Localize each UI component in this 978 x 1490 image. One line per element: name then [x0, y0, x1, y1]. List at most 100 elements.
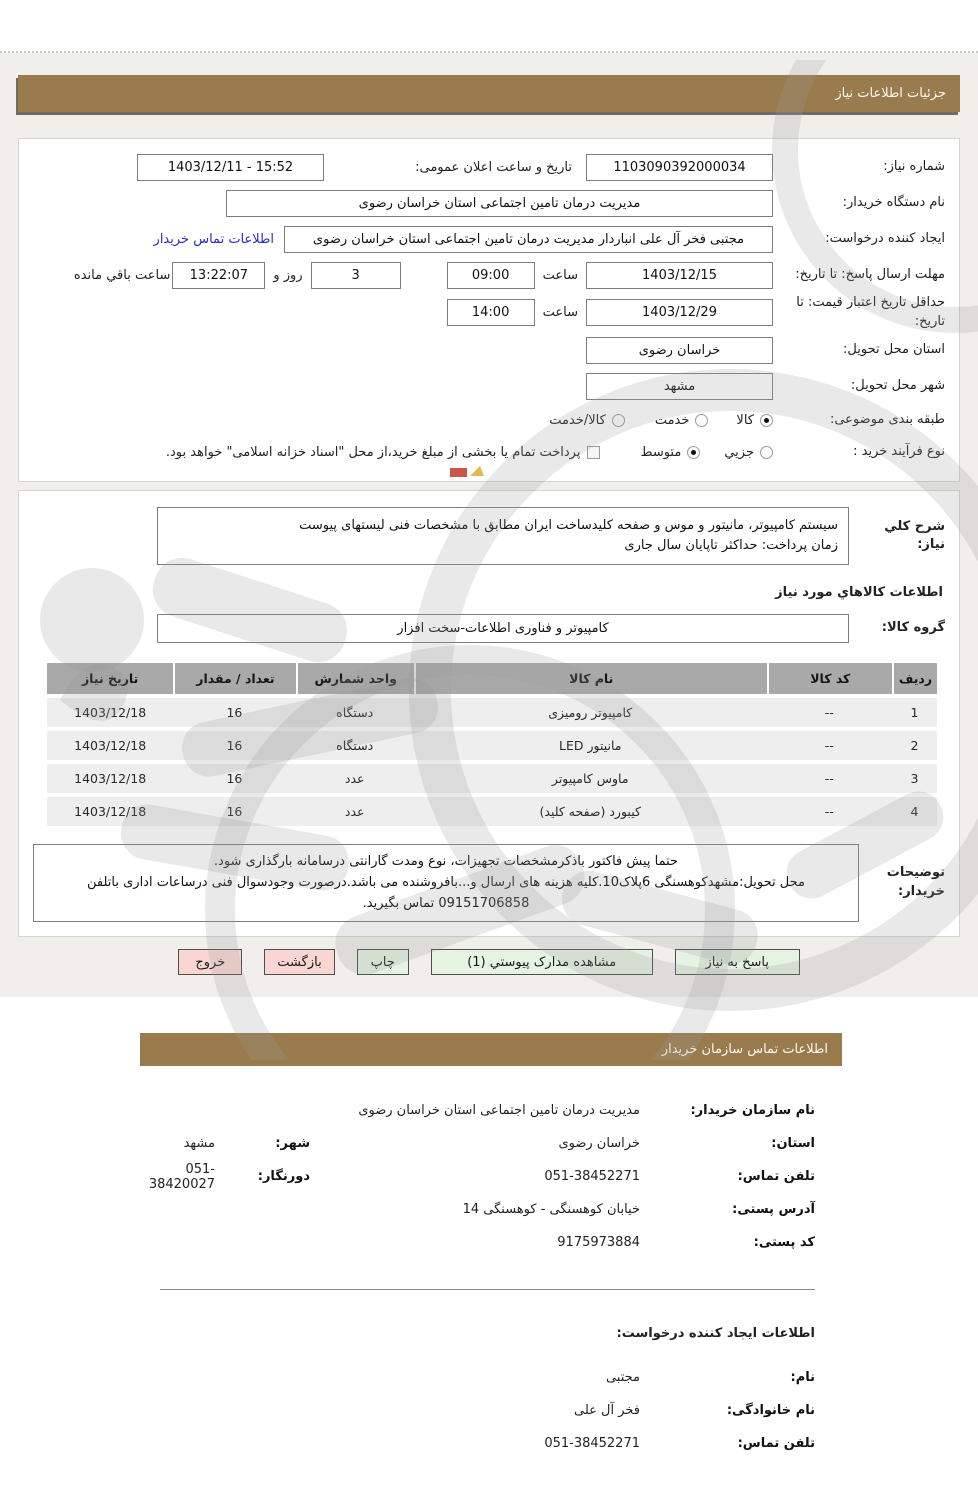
- creator-phone-value: 051-38452271: [544, 1436, 640, 1452]
- days-and-label: روز و: [273, 267, 303, 283]
- price-validity-time-field[interactable]: 14:00: [446, 299, 535, 327]
- back-button[interactable]: بازگشت: [264, 949, 335, 976]
- creator-first-name-value: مجتبی: [605, 1370, 640, 1386]
- col-header-name: نام کالا: [413, 662, 767, 694]
- item-group-field[interactable]: کامپیوتر و فناوری اطلاعات-سخت افزار: [157, 613, 849, 643]
- buyer-notes-line3: 09151706858 تماس بگیرید.: [362, 895, 530, 911]
- reply-deadline-time-field[interactable]: 09:00: [446, 261, 535, 289]
- top-spacer: [0, 0, 978, 53]
- radio-goods[interactable]: [760, 414, 773, 428]
- reply-to-need-button[interactable]: پاسخ به نیاز: [674, 949, 800, 976]
- cell-qty: 16: [173, 697, 296, 727]
- price-validity-label: حداقل تاریخ اعتبار قیمت: تا تاریخ:: [796, 295, 945, 329]
- items-table-header-row: ردیف کد کالا نام کالا واحد شمارش تعداد /…: [47, 662, 937, 694]
- org-province-value: خراسان رضوی: [558, 1136, 640, 1152]
- delivery-province-field[interactable]: خراسان رضوی: [586, 337, 773, 365]
- col-header-qty: تعداد / مقدار: [173, 662, 296, 694]
- cell-name: کیبورد (صفحه کلید): [413, 796, 767, 826]
- org-fax-label: دورنگار:: [257, 1169, 310, 1185]
- remaining-hours-label: ساعت باقي مانده: [73, 267, 171, 283]
- cell-name: کامپیوتر رومیزی: [413, 697, 767, 727]
- days-remaining-field[interactable]: 3: [310, 261, 401, 289]
- exit-button[interactable]: خروج: [178, 949, 243, 976]
- radio-goods-label: کالا: [736, 413, 754, 429]
- cell-name: مانیتور LED: [413, 730, 767, 760]
- treasury-checkbox-label: پرداخت تمام یا بخشی از مبلغ خرید،از محل …: [165, 445, 581, 461]
- need-number-field[interactable]: 1103090392000034: [586, 153, 773, 181]
- cell-code: --: [766, 796, 892, 826]
- announce-datetime-label: تاریخ و ساعت اعلان عمومی:: [415, 159, 572, 175]
- action-buttons-row: پاسخ به نیاز مشاهده مدارک پیوستي (1) چاپ…: [18, 949, 960, 976]
- org-postal-value: 9175973884: [557, 1235, 640, 1251]
- cell-unit: عدد: [295, 763, 414, 793]
- radio-medium[interactable]: [687, 446, 701, 460]
- table-row: 3 -- ماوس کامپیوتر عدد 16 1403/12/18: [47, 763, 937, 793]
- row-delivery-province: استان محل تحویل: خراسان رضوی: [29, 333, 949, 369]
- need-description-field[interactable]: سیستم کامپیوتر، مانیتور و موس و صفحه کلی…: [157, 506, 849, 565]
- row-org-province-city: استان: خراسان رضوی شهر: مشهد: [160, 1127, 815, 1160]
- creator-last-name-label: نام خانوادگی:: [726, 1403, 815, 1419]
- divider: [160, 1289, 815, 1291]
- col-header-code: کد کالا: [766, 662, 892, 694]
- price-validity-date-field[interactable]: 1403/12/29: [586, 299, 773, 327]
- radio-service-label: خدمت: [654, 413, 690, 429]
- radio-goods-service-label: کالا/خدمت: [549, 413, 606, 429]
- buyer-notes-field[interactable]: حتما پیش فاکتور باذکرمشخصات تجهیزات، نوع…: [33, 843, 859, 923]
- org-name-label: نام سازمان خریدار:: [690, 1103, 815, 1119]
- validity-hour-label: ساعت: [542, 305, 578, 321]
- print-button[interactable]: چاپ: [356, 949, 409, 976]
- creator-last-name-value: فخر آل علی: [574, 1403, 640, 1419]
- buyer-notes-line1: حتما پیش فاکتور باذکرمشخصات تجهیزات، نوع…: [213, 853, 679, 869]
- radio-minor[interactable]: [760, 446, 773, 460]
- table-row: 2 -- مانیتور LED دستگاه 16 1403/12/18: [47, 730, 937, 760]
- buyer-org-field[interactable]: مدیریت درمان تامین اجتماعی استان خراسان …: [226, 189, 773, 217]
- row-reply-deadline: مهلت ارسال پاسخ: تا تاریخ: 1403/12/15 سا…: [29, 257, 949, 293]
- radio-goods-service[interactable]: [611, 414, 625, 428]
- row-purchase-process: نوع فرآیند خرید : جزيي متوسط پرداخت تمام…: [29, 437, 949, 469]
- org-name-value: مدیریت درمان تامین اجتماعی استان خراسان …: [358, 1103, 640, 1119]
- section-title-org-contact: اطلاعات تماس سازمان خریدار: [140, 1033, 842, 1067]
- cell-unit: دستگاه: [295, 730, 414, 760]
- row-org-postal: کد پستی: 9175973884: [160, 1226, 815, 1259]
- radio-service[interactable]: [695, 414, 709, 428]
- table-row: 1 -- کامپیوتر رومیزی دستگاه 16 1403/12/1…: [47, 697, 937, 727]
- org-province-label: استان:: [771, 1136, 815, 1152]
- row-creator-last-name: نام خانوادگی: فخر آل علی: [160, 1394, 815, 1427]
- time-remaining-field[interactable]: 13:22:07: [172, 261, 266, 289]
- creator-info-heading: اطلاعات ایجاد کننده درخواست:: [616, 1326, 815, 1342]
- view-attachments-button[interactable]: مشاهده مدارک پیوستي (1): [430, 949, 653, 976]
- announce-datetime-field[interactable]: 1403/12/11 - 15:52: [137, 153, 324, 181]
- need-description-label: شرح کلي نیاز:: [884, 518, 945, 552]
- delivery-city-field[interactable]: مشهد: [586, 373, 773, 401]
- buyer-contact-link[interactable]: اطلاعات تماس خریدار: [153, 231, 274, 247]
- need-number-label: شماره نیاز:: [883, 158, 945, 174]
- treasury-checkbox[interactable]: [587, 446, 601, 460]
- org-city-label: شهر:: [275, 1136, 310, 1152]
- buyer-notes-line2: محل تحویل:مشهدکوهسنگی 6پلاک10.کلیه هزینه…: [87, 874, 805, 890]
- cell-unit: عدد: [295, 796, 414, 826]
- radio-minor-label: جزيي: [724, 445, 754, 461]
- buyer-org-label: نام دستگاه خریدار:: [842, 194, 945, 210]
- need-description-line2: زمان پرداخت: حداکثر تاپایان سال جاری: [624, 537, 838, 553]
- row-creator-first-name: نام: مجتبی: [160, 1361, 815, 1394]
- cell-code: --: [766, 730, 892, 760]
- cell-qty: 16: [173, 730, 296, 760]
- delivery-province-label: استان محل تحویل:: [843, 342, 945, 358]
- item-group-label: گروه کالا:: [881, 620, 945, 636]
- reply-deadline-date-field[interactable]: 1403/12/15: [586, 261, 773, 289]
- cell-qty: 16: [173, 796, 296, 826]
- org-phone-label: تلفن تماس:: [737, 1169, 815, 1185]
- request-creator-field[interactable]: مجتبی فخر آل علی انباردار مدیریت درمان ت…: [284, 225, 773, 253]
- cell-qty: 16: [173, 763, 296, 793]
- row-delivery-city: شهر محل تحویل: مشهد: [29, 369, 949, 405]
- row-request-creator: ایجاد کننده درخواست: مجتبی فخر آل علی ان…: [29, 221, 949, 257]
- row-need-number: شماره نیاز: 1103090392000034 تاریخ و ساع…: [29, 149, 949, 185]
- request-creator-label: ایجاد کننده درخواست:: [825, 230, 945, 246]
- table-row: 4 -- کیبورد (صفحه کلید) عدد 16 1403/12/1…: [47, 796, 937, 826]
- row-buyer-notes: توضیحات خریدار: حتما پیش فاکتور باذکرمشخ…: [29, 840, 949, 924]
- row-creator-phone: تلفن تماس: 051-38452271: [160, 1427, 815, 1460]
- org-fax-value: 051-38420027: [148, 1161, 216, 1192]
- section-title-need-details: جزئیات اطلاعات نیاز: [18, 75, 960, 112]
- creator-first-name-label: نام:: [790, 1370, 816, 1386]
- cell-unit: دستگاه: [295, 697, 414, 727]
